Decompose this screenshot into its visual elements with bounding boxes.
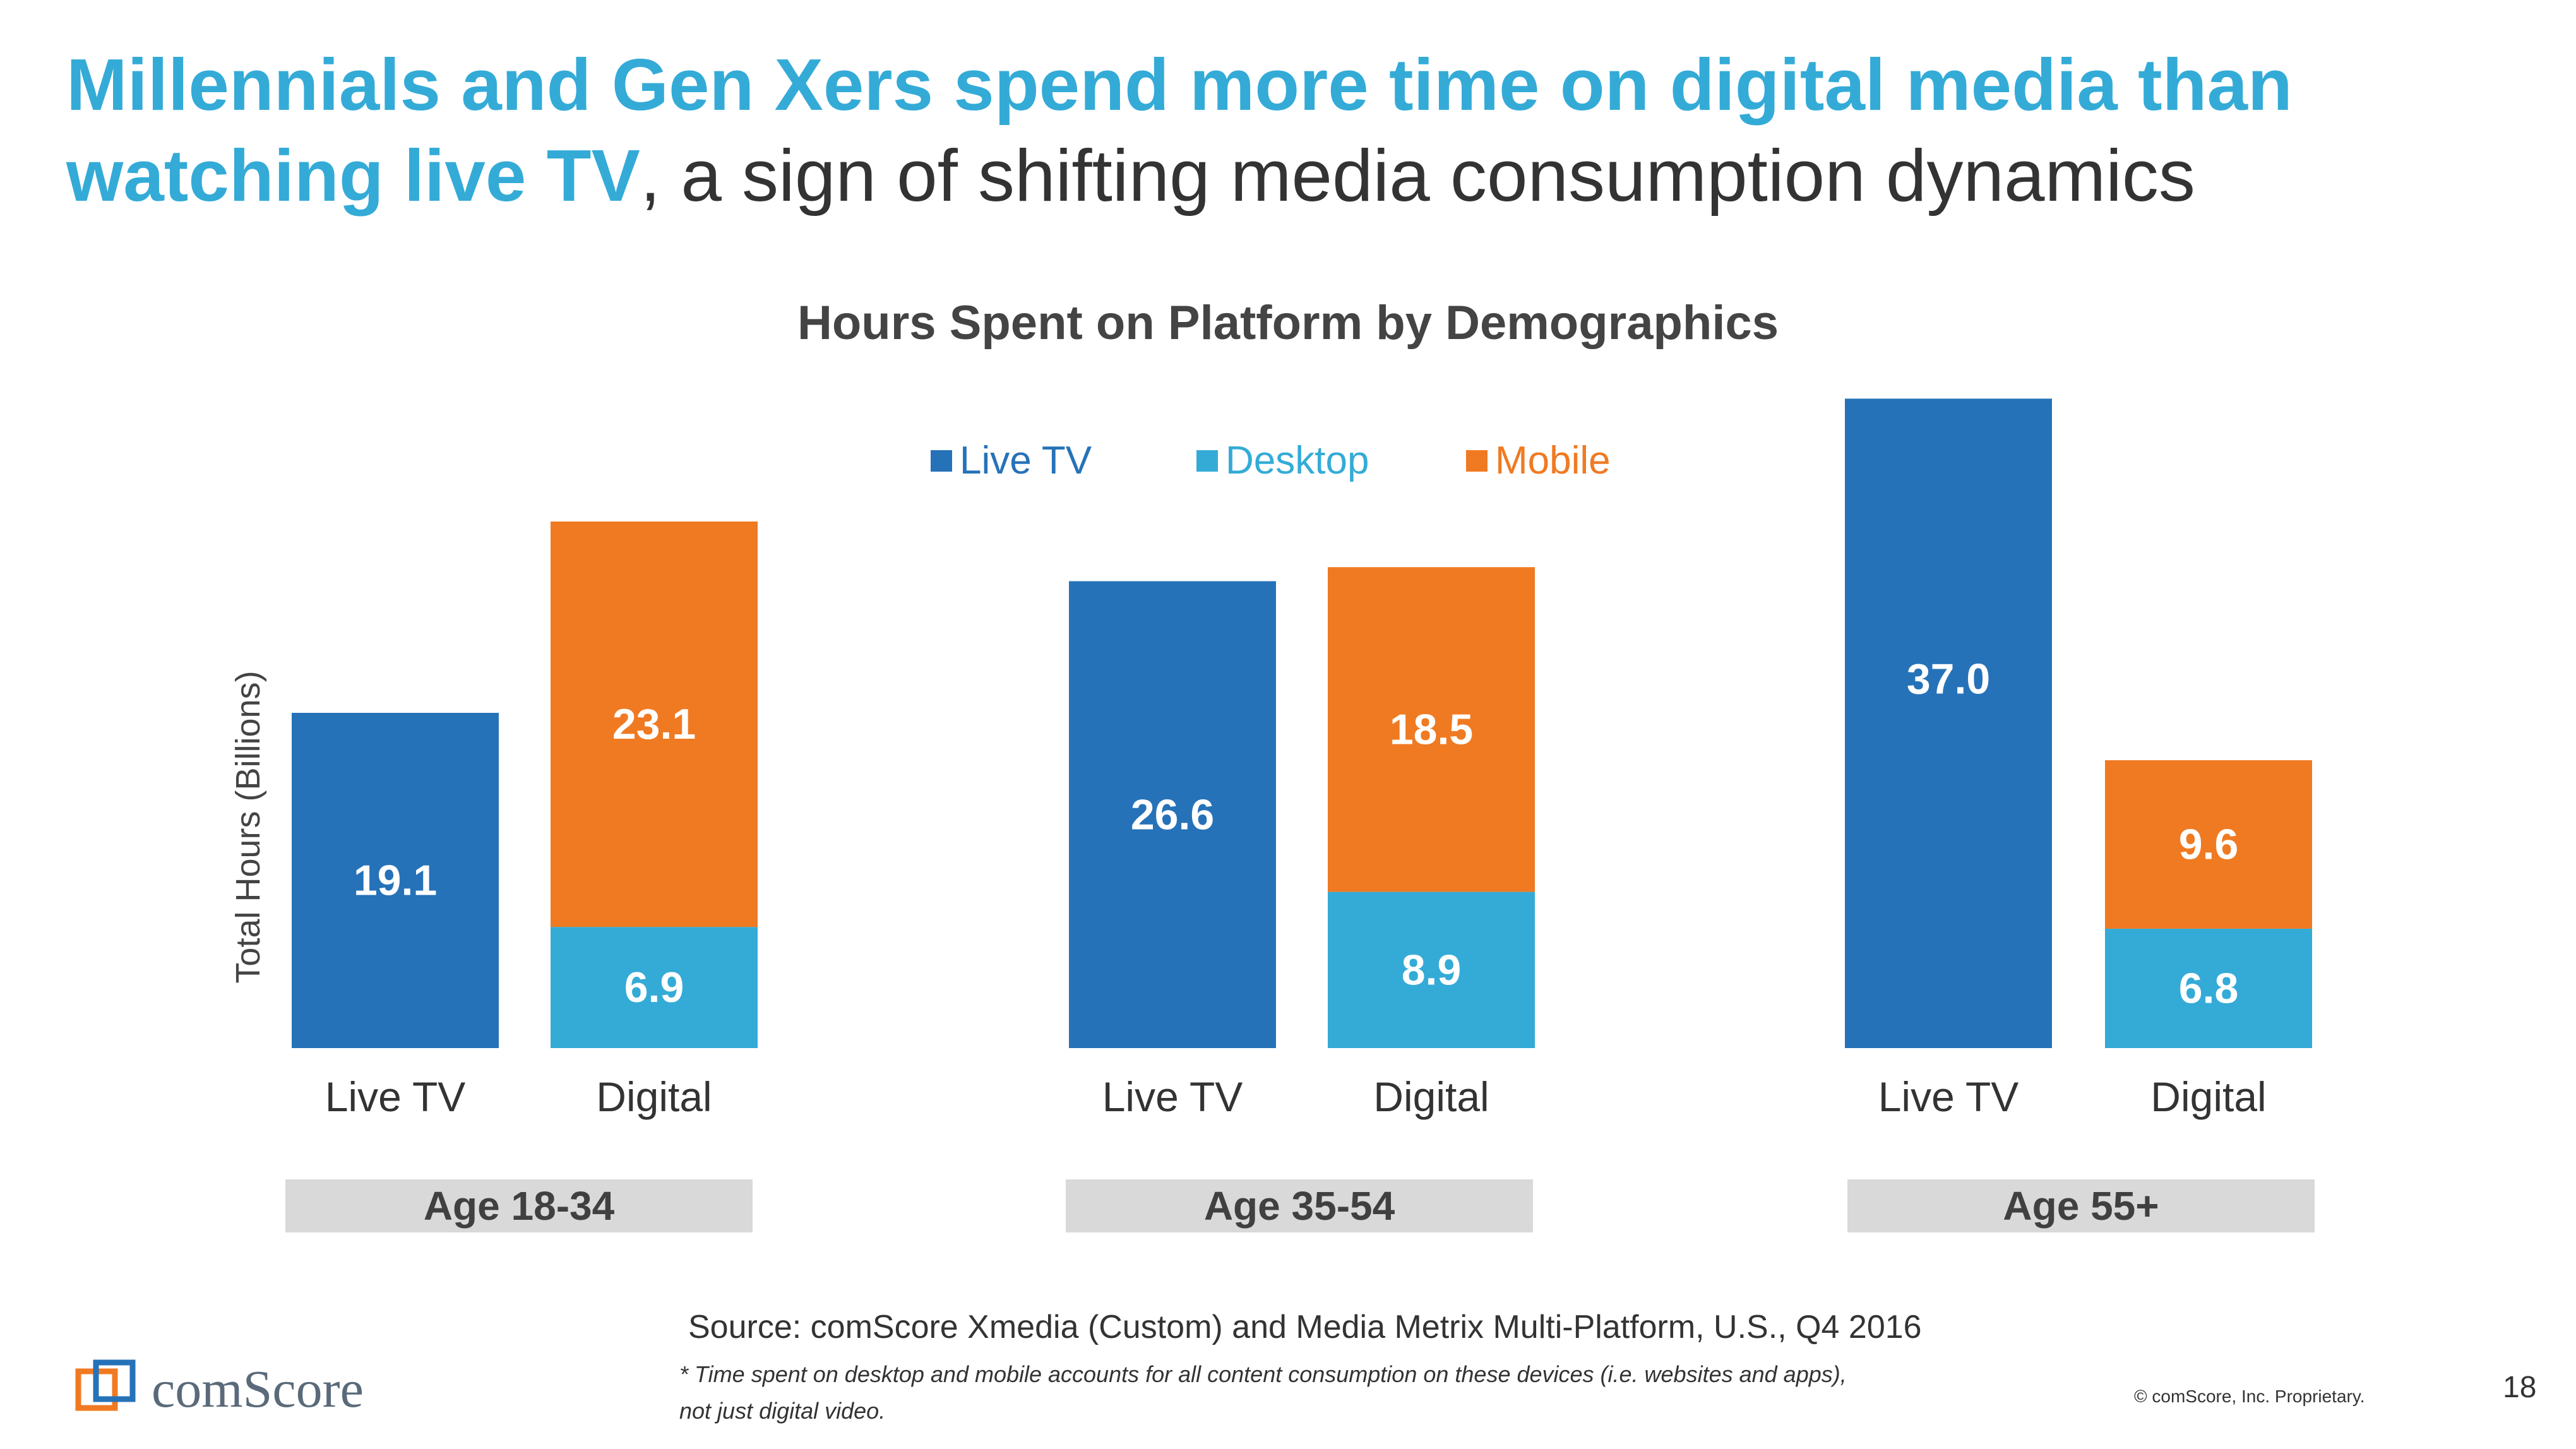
bar-segment-age-55-digital-mobile (2105, 760, 2312, 929)
bar-segment-age-18-34-live-tv-live-tv (292, 713, 499, 1048)
legend-label-desktop: Desktop (1225, 439, 1369, 482)
data-label-age-35-54-digital-mobile: 18.5 (1390, 705, 1473, 753)
group-label-age-18-34: Age 18-34 (285, 1179, 753, 1232)
legend-swatch-desktop (1196, 450, 1218, 472)
title-highlight-line2: watching live TV (66, 134, 640, 217)
legend-swatch-mobile (1466, 450, 1488, 472)
title-highlight-line1: Millennials and Gen Xers spend more time… (66, 44, 2293, 126)
bar-segment-age-18-34-digital-mobile (551, 522, 758, 927)
legend-item-desktop: Desktop (1196, 437, 1369, 485)
bar-segment-age-35-54-digital-mobile (1328, 567, 1535, 892)
group-label-age-55-plus: Age 55+ (1847, 1179, 2315, 1232)
x-tick-label-age-18-34-live-tv: Live TV (325, 1073, 466, 1120)
legend-swatch-live-tv (931, 450, 952, 472)
data-label-age-55-digital-desktop: 6.8 (2179, 964, 2239, 1012)
x-tick-label-age-55-digital: Digital (2150, 1073, 2266, 1120)
title-rest: , a sign of shifting media consumption d… (640, 134, 2195, 217)
page-number: 18 (2503, 1371, 2537, 1404)
comscore-logo: comScore (75, 1357, 364, 1421)
x-tick-label-age-55-live-tv: Live TV (1878, 1073, 2019, 1120)
legend-item-live-tv: Live TV (931, 437, 1092, 485)
data-label-age-18-34-digital-desktop: 6.9 (624, 963, 684, 1011)
x-tick-label-age-35-54-digital: Digital (1373, 1073, 1489, 1120)
footnote-line2: not just digital video. (679, 1398, 886, 1424)
legend-label-mobile: Mobile (1495, 439, 1611, 482)
bar-segment-age-35-54-digital-desktop (1328, 891, 1535, 1048)
group-label-age-35-54: Age 35-54 (1066, 1179, 1533, 1232)
footnote-line1: * Time spent on desktop and mobile accou… (679, 1361, 1847, 1387)
footnote: * Time spent on desktop and mobile accou… (679, 1356, 1929, 1429)
bar-segment-age-35-54-live-tv-live-tv (1069, 581, 1276, 1048)
legend-item-mobile: Mobile (1466, 437, 1611, 485)
bar-segment-age-55-live-tv-live-tv (1845, 398, 2052, 1048)
source-note: Source: comScore Xmedia (Custom) and Med… (688, 1309, 1922, 1345)
data-label-age-35-54-live-tv-live-tv: 26.6 (1131, 790, 1214, 838)
data-label-age-55-digital-mobile: 9.6 (2179, 821, 2239, 869)
data-label-age-35-54-digital-desktop: 8.9 (1402, 946, 1462, 994)
bar-segment-age-55-digital-desktop (2105, 928, 2312, 1048)
data-label-age-55-live-tv-live-tv: 37.0 (1907, 655, 1990, 703)
slide-title: Millennials and Gen Xers spend more time… (66, 39, 2529, 221)
chart-title: Hours Spent on Platform by Demographics (797, 296, 1779, 350)
legend-label-live-tv: Live TV (960, 439, 1092, 482)
data-label-age-18-34-live-tv-live-tv: 19.1 (354, 857, 437, 905)
x-tick-label-age-35-54-live-tv: Live TV (1102, 1073, 1243, 1120)
data-label-age-18-34-digital-mobile: 23.1 (612, 700, 696, 748)
comscore-logo-icon (75, 1359, 136, 1411)
comscore-logo-text: comScore (152, 1359, 364, 1419)
bar-segment-age-18-34-digital-desktop (551, 927, 758, 1048)
copyright: © comScore, Inc. Proprietary. (2134, 1386, 2365, 1406)
x-tick-label-age-18-34-digital: Digital (596, 1073, 712, 1120)
